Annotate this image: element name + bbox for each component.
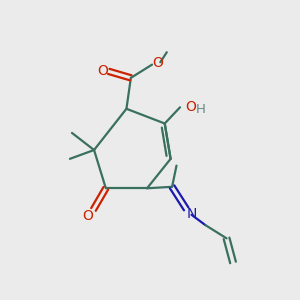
- Text: O: O: [185, 100, 196, 114]
- Text: O: O: [152, 56, 163, 70]
- Text: O: O: [97, 64, 108, 78]
- Text: O: O: [82, 209, 93, 223]
- Text: H: H: [196, 103, 206, 116]
- Text: N: N: [186, 207, 197, 221]
